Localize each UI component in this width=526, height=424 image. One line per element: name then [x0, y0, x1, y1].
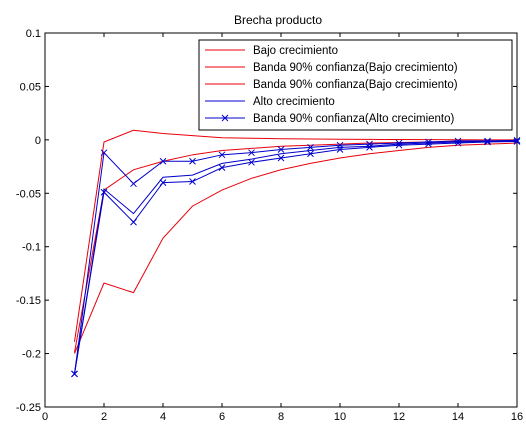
- series-line-5: [74, 139, 518, 374]
- x-tick-label: 12: [393, 411, 405, 423]
- x-tick-label: 10: [334, 411, 346, 423]
- data-point-marker: [484, 138, 491, 146]
- data-point-marker: [100, 188, 108, 196]
- data-point-marker: [277, 146, 285, 153]
- data-point-marker: [218, 151, 226, 159]
- series-line-6: [74, 140, 518, 374]
- data-point-marker: [395, 141, 403, 149]
- legend-label: Banda 90% confianza(Alto crecimiento): [253, 113, 455, 125]
- data-point-marker: [218, 164, 226, 171]
- legend-label: Bajo crecimiento: [253, 45, 338, 57]
- data-point-marker: [366, 140, 373, 148]
- series-line-4: [74, 140, 518, 374]
- legend: Bajo crecimiento Banda 90% confianza(Bajo…: [198, 39, 513, 131]
- y-tick-label: 0.1: [26, 28, 41, 40]
- data-point-marker: [484, 137, 491, 145]
- y-tick-label: 0: [35, 135, 41, 147]
- y-tick-label: -0.1: [22, 242, 41, 254]
- x-tick-label: 4: [160, 411, 166, 423]
- x-tick-label: 8: [278, 411, 284, 423]
- y-tick-label: -0.15: [16, 295, 41, 307]
- series-line-3: [74, 142, 518, 354]
- data-point-marker: [513, 138, 521, 145]
- legend-label: Banda 90% confianza(Bajo crecimiento): [253, 62, 458, 74]
- axis-ticks: 0 2 4 6 8 10 12 14 16 -0.25 -0.2 -0.15 -0.1 -0.05 0 0.0…: [16, 28, 523, 423]
- series-line-2: [74, 129, 517, 342]
- y-tick-label: -0.2: [22, 349, 41, 361]
- data-point-marker: [130, 180, 137, 188]
- data-point-marker: [307, 143, 314, 151]
- data-point-marker: [159, 179, 167, 186]
- data-point-marker: [159, 157, 167, 165]
- legend-marker: [221, 114, 229, 122]
- legend-box: [198, 39, 513, 131]
- x-tick-label: 0: [42, 411, 48, 423]
- legend-label: Alto crecimiento: [253, 96, 335, 108]
- data-point-marker: [366, 143, 373, 151]
- data-point-marker: [100, 149, 108, 157]
- x-tick-label: 16: [511, 411, 523, 423]
- series-layer: [71, 129, 521, 378]
- x-tick-label: 6: [219, 411, 225, 423]
- x-tick-label: 14: [452, 411, 464, 423]
- y-tick-label: -0.25: [16, 402, 41, 414]
- data-point-marker: [248, 158, 255, 166]
- data-point-marker: [454, 139, 462, 147]
- y-tick-label: 0.05: [20, 81, 41, 93]
- data-point-marker: [513, 137, 521, 144]
- x-tick-label: 2: [101, 411, 107, 423]
- chart-title: Brecha producto: [234, 13, 322, 27]
- data-point-marker: [425, 140, 432, 148]
- y-tick-label: -0.05: [16, 188, 41, 200]
- data-point-marker: [71, 370, 78, 378]
- data-point-marker: [307, 150, 314, 158]
- data-point-marker: [189, 157, 196, 165]
- data-point-marker: [277, 154, 285, 162]
- legend-label: Banda 90% confianza(Bajo crecimiento): [253, 79, 458, 91]
- data-point-marker: [336, 146, 344, 153]
- data-point-marker: [130, 218, 137, 226]
- data-point-marker: [248, 149, 255, 157]
- data-point-marker: [189, 178, 196, 185]
